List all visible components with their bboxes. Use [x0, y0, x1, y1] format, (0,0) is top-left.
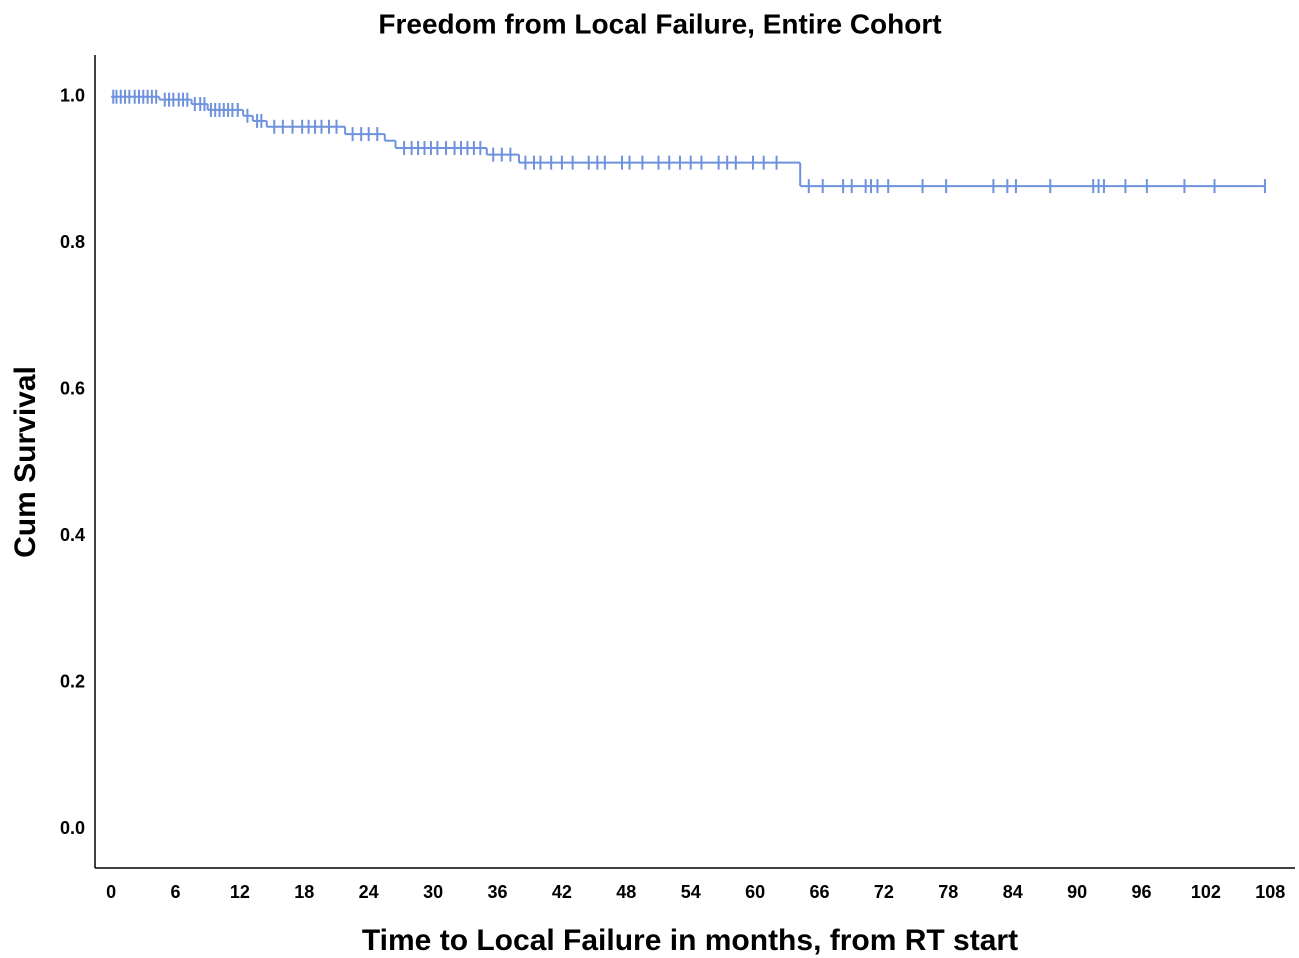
x-tick-label: 84 [1003, 882, 1023, 902]
y-tick-label: 0.8 [60, 232, 85, 252]
chart-title: Freedom from Local Failure, Entire Cohor… [378, 8, 941, 39]
y-tick-label: 0.2 [60, 671, 85, 691]
x-tick-label: 6 [170, 882, 180, 902]
x-tick-label: 66 [809, 882, 829, 902]
x-axis-label: Time to Local Failure in months, from RT… [362, 924, 1018, 957]
x-tick-label: 96 [1131, 882, 1151, 902]
y-tick-label: 1.0 [60, 85, 85, 105]
y-tick-label: 0.0 [60, 818, 85, 838]
y-axis-label: Cum Survival [9, 366, 42, 558]
x-tick-label: 0 [106, 882, 116, 902]
x-tick-label: 108 [1255, 882, 1285, 902]
y-tick-label: 0.4 [60, 525, 85, 545]
x-tick-label: 12 [230, 882, 250, 902]
x-tick-label: 36 [487, 882, 507, 902]
x-tick-label: 60 [745, 882, 765, 902]
x-tick-label: 42 [552, 882, 572, 902]
x-tick-label: 30 [423, 882, 443, 902]
x-tick-label: 48 [616, 882, 636, 902]
y-tick-label: 0.6 [60, 378, 85, 398]
x-tick-label: 18 [294, 882, 314, 902]
x-tick-label: 54 [681, 882, 701, 902]
x-tick-label: 72 [874, 882, 894, 902]
x-tick-label: 102 [1191, 882, 1221, 902]
x-tick-label: 24 [359, 882, 379, 902]
x-tick-label: 90 [1067, 882, 1087, 902]
x-tick-label: 78 [938, 882, 958, 902]
